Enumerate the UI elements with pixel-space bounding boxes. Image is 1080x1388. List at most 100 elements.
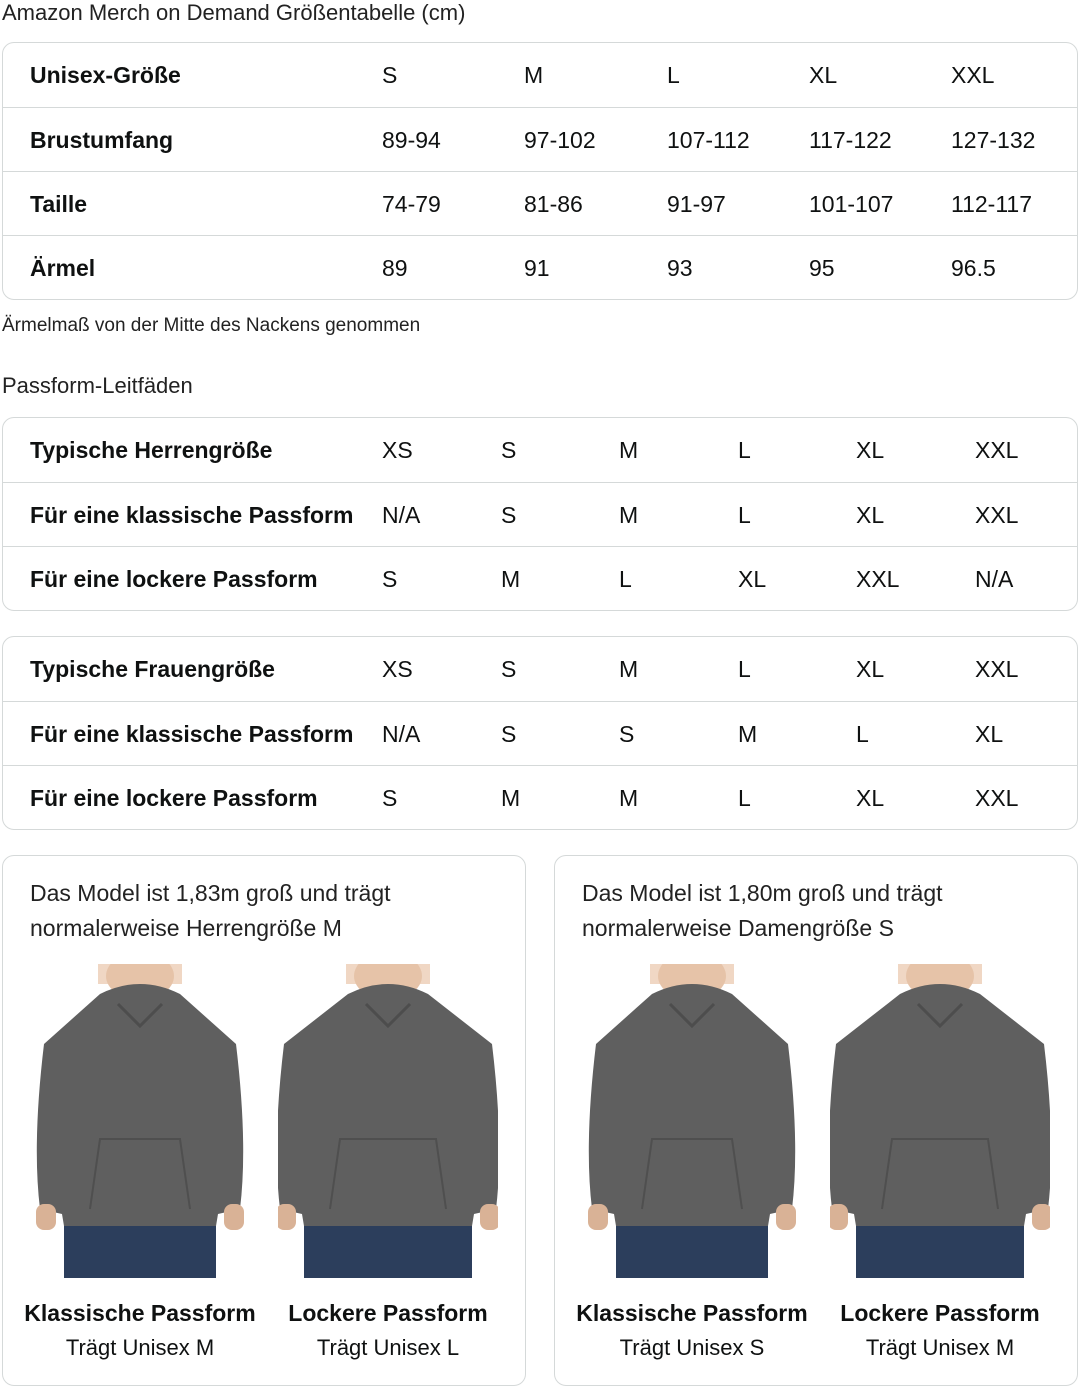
table-cell: XL <box>809 62 838 88</box>
table-row: Unisex-Größe S M L XL XXL <box>3 43 1077 107</box>
table-cell: L <box>738 437 751 463</box>
table-row: Für eine lockere Passform S M L XL XXL N/A <box>3 546 1077 610</box>
table-row: Für eine lockere Passform S M M L XL XXL <box>3 765 1077 829</box>
table-cell: XXL <box>856 566 900 592</box>
table-row: Ärmel 89 91 93 95 96.5 <box>3 235 1077 299</box>
worn-size: Trägt Unisex L <box>316 1335 460 1360</box>
table-cell: S <box>501 656 517 682</box>
table-cell: M <box>501 566 521 592</box>
table-cell: XL <box>856 502 885 528</box>
table-cell: M <box>619 785 639 811</box>
row-label: Für eine lockere Passform <box>30 566 318 592</box>
table-cell: 112-117 <box>951 191 1032 217</box>
table-cell: 89 <box>382 255 408 281</box>
sleeve-note: Ärmelmaß von der Mitte des Nackens genom… <box>2 315 421 336</box>
table-cell: 96.5 <box>951 255 996 281</box>
row-label: Typische Herrengröße <box>30 437 273 463</box>
model-hoodie-photo <box>36 964 244 1278</box>
women-fit-table: Typische Frauengröße XS S M L XL XXL Für eine k… <box>2 636 1078 830</box>
row-label: Typische Frauengröße <box>30 656 275 682</box>
table-cell: XXL <box>975 656 1019 682</box>
table-row: Brustumfang 89-94 97-102 107-112 117-122 127-… <box>3 107 1077 171</box>
caption-line: normalerweise Herrengröße M <box>30 915 342 941</box>
row-label: Taille <box>30 191 88 217</box>
table-cell: L <box>738 785 751 811</box>
table-cell: XL <box>738 566 767 592</box>
table-cell: 81-86 <box>524 191 583 217</box>
table-cell: L <box>856 721 869 747</box>
row-label: Brustumfang <box>30 127 174 153</box>
table-cell: 127-132 <box>951 127 1036 153</box>
table-cell: L <box>738 656 751 682</box>
table-cell: N/A <box>382 721 421 747</box>
row-label: Für eine klassische Passform <box>30 721 354 747</box>
table-cell: XL <box>856 656 885 682</box>
women-model-card: Das Model ist 1,80m groß und trägt normal… <box>554 855 1078 1386</box>
table-cell: 91-97 <box>667 191 726 217</box>
men-fit-table: Typische Herrengröße XS S M L XL XXL Für eine k… <box>2 417 1078 611</box>
table-cell: XS <box>382 437 413 463</box>
table-cell: XL <box>975 721 1004 747</box>
row-label: Für eine lockere Passform <box>30 785 318 811</box>
row-label: Ärmel <box>30 255 96 281</box>
caption-line: Das Model ist 1,80m groß und trägt <box>582 880 943 906</box>
table-cell: N/A <box>382 502 421 528</box>
model-hoodie-photo <box>588 964 796 1278</box>
model-caption: Das Model ist 1,83m groß und trägt normal… <box>30 876 391 946</box>
table-cell: M <box>501 785 521 811</box>
table-cell: M <box>619 437 639 463</box>
worn-size: Trägt Unisex M <box>65 1335 215 1360</box>
table-cell: 101-107 <box>809 191 894 217</box>
row-label: Für eine klassische Passform <box>30 502 354 528</box>
table-cell: M <box>619 656 639 682</box>
table-cell: S <box>501 502 517 528</box>
fit-figure: Klassische Passform Trägt Unisex M <box>15 964 265 1361</box>
table-cell: S <box>382 62 398 88</box>
worn-size: Trägt Unisex S <box>619 1335 765 1360</box>
table-cell: S <box>619 721 635 747</box>
table-cell: M <box>524 62 544 88</box>
model-caption: Das Model ist 1,80m groß und trägt normal… <box>582 876 943 946</box>
fit-name: Klassische Passform <box>24 1300 256 1326</box>
fit-name: Klassische Passform <box>576 1300 808 1326</box>
table-cell: 117-122 <box>809 127 892 153</box>
caption-line: normalerweise Damengröße S <box>582 915 894 941</box>
table-cell: L <box>619 566 632 592</box>
fit-figure: Lockere Passform Trägt Unisex M <box>815 964 1065 1361</box>
table-cell: 97-102 <box>524 127 596 153</box>
caption-line: Das Model ist 1,83m groß und trägt <box>30 880 391 906</box>
fit-name: Lockere Passform <box>288 1300 488 1326</box>
model-hoodie-photo <box>278 964 498 1278</box>
table-row: Für eine klassische Passform N/A S M L XL XXL <box>3 482 1077 546</box>
table-row: Typische Herrengröße XS S M L XL XXL <box>3 418 1077 482</box>
row-label: Unisex-Größe <box>30 62 181 88</box>
size-table: Unisex-Größe S M L XL XXL Brustumfang 89-94 97-1… <box>2 42 1078 300</box>
fit-figure: Klassische Passform Trägt Unisex S <box>567 964 817 1361</box>
page-title: Amazon Merch on Demand Größentabelle (cm… <box>2 0 466 25</box>
table-cell: XXL <box>975 785 1019 811</box>
table-cell: S <box>501 437 517 463</box>
fit-figure: Lockere Passform Trägt Unisex L <box>263 964 513 1361</box>
table-cell: XXL <box>951 62 995 88</box>
table-cell: N/A <box>975 566 1014 592</box>
table-cell: L <box>667 62 680 88</box>
table-cell: 95 <box>809 255 835 281</box>
fit-name: Lockere Passform <box>840 1300 1040 1326</box>
table-cell: 89-94 <box>382 127 441 153</box>
table-cell: 91 <box>524 255 550 281</box>
table-cell: M <box>619 502 639 528</box>
table-cell: 93 <box>667 255 693 281</box>
fit-guide-title: Passform-Leitfäden <box>2 373 193 398</box>
table-cell: L <box>738 502 751 528</box>
table-cell: M <box>738 721 758 747</box>
table-cell: XL <box>856 437 885 463</box>
table-cell: S <box>382 785 398 811</box>
table-cell: XXL <box>975 437 1019 463</box>
table-cell: 74-79 <box>382 191 441 217</box>
model-hoodie-photo <box>830 964 1050 1278</box>
worn-size: Trägt Unisex M <box>865 1335 1015 1360</box>
table-cell: S <box>382 566 398 592</box>
men-model-card: Das Model ist 1,83m groß und trägt normal… <box>2 855 526 1386</box>
table-row: Für eine klassische Passform N/A S S M L XL <box>3 701 1077 765</box>
table-row: Taille 74-79 81-86 91-97 101-107 112-117 <box>3 171 1077 235</box>
